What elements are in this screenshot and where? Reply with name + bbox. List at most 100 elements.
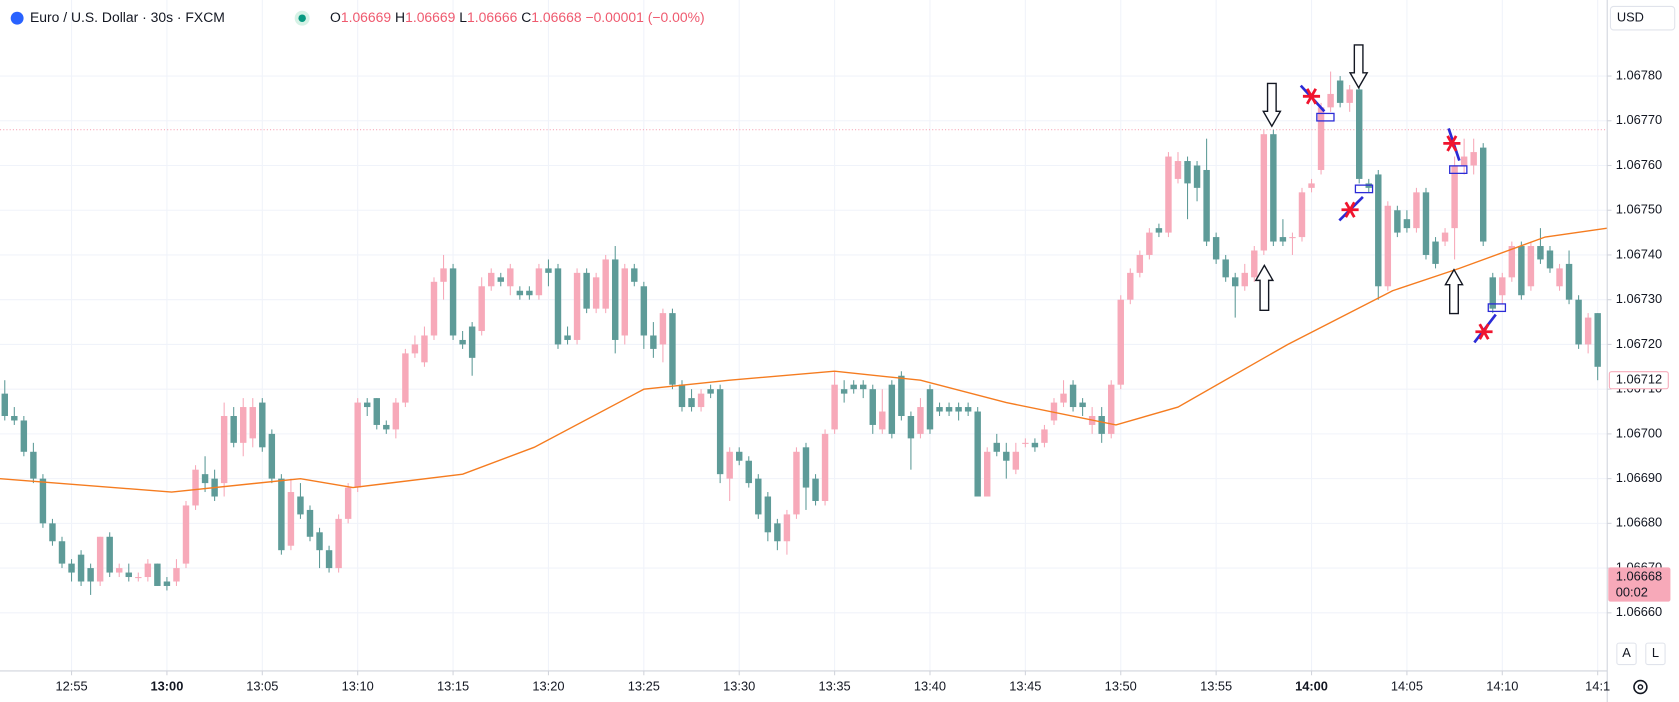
candle-body xyxy=(1470,152,1477,166)
candle-body xyxy=(135,577,142,579)
candle-body xyxy=(268,433,276,479)
candle-body xyxy=(840,389,848,394)
candle-body xyxy=(1050,402,1058,421)
candle-body xyxy=(1127,272,1134,300)
candle-body xyxy=(1317,107,1325,170)
candle-body xyxy=(1336,80,1344,103)
x-tick-label: 14:05 xyxy=(1391,678,1423,693)
candle-body xyxy=(364,402,371,408)
ohlc-value: 1.06669 xyxy=(341,9,392,25)
y-tick-label: 1.06660 xyxy=(1616,604,1662,619)
candle-body xyxy=(87,568,94,582)
candle-body xyxy=(201,474,209,484)
moving-average xyxy=(0,227,1608,493)
candle-body xyxy=(793,451,800,515)
candle-body xyxy=(745,460,752,484)
candle-body xyxy=(30,451,37,479)
settings-icon-core[interactable] xyxy=(1637,684,1644,690)
arrow-up xyxy=(1254,263,1275,312)
candle-body xyxy=(297,496,304,515)
candle-body xyxy=(344,487,352,519)
candle-body xyxy=(1117,299,1124,385)
candle-body xyxy=(11,415,18,421)
candle-body xyxy=(1079,402,1086,408)
ohlc-label: L xyxy=(459,9,467,25)
candle-body xyxy=(1584,317,1592,345)
candle-body xyxy=(1537,246,1544,260)
countdown: 00:02 xyxy=(1616,584,1648,599)
x-tick-label: 14:1 xyxy=(1585,678,1610,693)
candle-body xyxy=(1441,232,1449,242)
x-tick-label: 13:05 xyxy=(246,678,278,693)
candle-body xyxy=(1518,246,1525,296)
currency-box[interactable] xyxy=(1609,5,1676,31)
candle-body xyxy=(411,344,419,354)
candle-body xyxy=(1012,451,1020,470)
ohlc-label: H xyxy=(395,9,405,25)
candle-body xyxy=(755,478,762,515)
y-tick-label: 1.06770 xyxy=(1616,112,1662,127)
drawings xyxy=(1254,44,1507,344)
ohlc-label: O xyxy=(330,9,341,25)
y-tick-label: 1.06730 xyxy=(1616,291,1662,306)
y-tick-label: 1.06740 xyxy=(1616,246,1662,261)
candle-body xyxy=(707,389,714,394)
candle-body xyxy=(1222,259,1229,278)
auto-button[interactable]: A xyxy=(1622,645,1631,660)
candle-body xyxy=(507,268,514,287)
currency[interactable]: USD xyxy=(1617,10,1644,25)
drawing-box xyxy=(1354,184,1374,194)
candle-body xyxy=(1260,134,1268,251)
candle-body xyxy=(459,339,466,345)
candle-body xyxy=(974,411,981,497)
candle-body xyxy=(1546,250,1554,269)
candle-body xyxy=(640,286,648,336)
candle-body xyxy=(774,523,781,542)
axes: 1.06780 1.06770 1.06760 1.06750 1.06740 1.067… xyxy=(55,67,1671,693)
currency-button[interactable]: USD xyxy=(1609,5,1676,31)
settings-icon[interactable] xyxy=(1633,679,1648,695)
candle-body xyxy=(602,259,609,309)
candle-body xyxy=(1203,169,1210,242)
status-dot xyxy=(298,14,306,22)
candle-body xyxy=(354,402,361,488)
candle-body xyxy=(1413,192,1420,229)
button-box[interactable] xyxy=(1645,642,1666,666)
candle-body xyxy=(678,384,686,408)
ma-tag: 1.06712 xyxy=(1616,372,1662,387)
candle-body xyxy=(1575,299,1582,345)
log-button[interactable]: L xyxy=(1652,645,1659,660)
candle-body xyxy=(96,536,104,582)
candle-body xyxy=(421,335,428,363)
candle-body xyxy=(783,514,791,542)
candle-body xyxy=(936,407,943,412)
symbol-title: Euro / U.S. Dollar · 30s · FXCM xyxy=(30,9,225,25)
candle-body xyxy=(926,389,934,430)
candle-body xyxy=(77,554,85,582)
x-tick-label: 13:20 xyxy=(532,678,564,693)
candle-body xyxy=(335,518,342,569)
candle-body xyxy=(888,384,896,434)
candle-body xyxy=(306,509,314,537)
candle-body xyxy=(736,451,743,461)
candle-body xyxy=(230,415,237,443)
candle-body xyxy=(220,415,228,484)
candle-body xyxy=(697,393,705,408)
button-box[interactable] xyxy=(1616,642,1637,666)
y-tick-label: 1.06750 xyxy=(1616,202,1662,217)
candle-body xyxy=(488,272,495,287)
candle-body xyxy=(1403,219,1411,229)
ohlc-value: 1.06669 xyxy=(405,9,456,25)
candle-body xyxy=(573,272,581,340)
candle-body xyxy=(955,407,962,412)
candle-body xyxy=(259,402,266,448)
ohlc-value: 1.06668 xyxy=(531,9,582,25)
candle-body xyxy=(125,572,132,578)
candle-body xyxy=(554,268,562,345)
legend: Euro / U.S. Dollar · 30s · FXCM O1.06669… xyxy=(10,9,705,26)
candle-body xyxy=(173,568,180,582)
candle-body xyxy=(726,451,733,479)
candle-body xyxy=(821,433,829,501)
